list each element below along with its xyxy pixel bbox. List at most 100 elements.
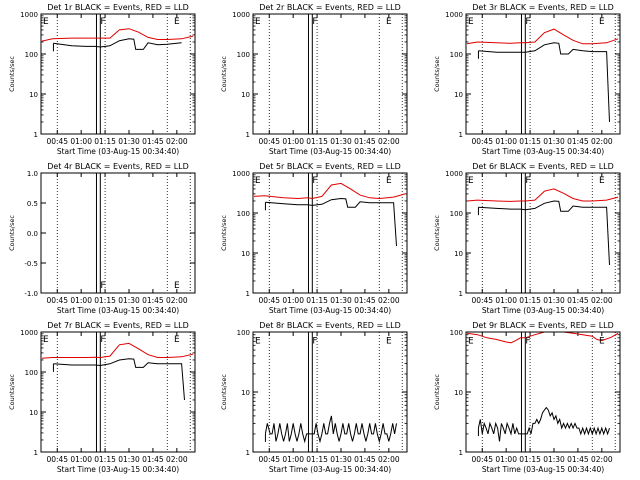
y-tick-label: 100 (25, 369, 38, 377)
y-tick-label: 100 (237, 329, 250, 337)
lld-rate-line (253, 182, 406, 200)
x-tick-label: 00:45 (46, 455, 68, 464)
y-tick-label: 1000 (232, 11, 250, 19)
flag-label: E (386, 336, 392, 346)
flag-label: E (599, 17, 605, 27)
flag-label: F (100, 335, 105, 345)
flag-label: F (525, 336, 530, 346)
x-tick-label: 01:15 (94, 137, 116, 146)
events-rate-line (477, 406, 610, 442)
x-axis-label: Start Time (03-Aug-15 00:34:40) (482, 306, 604, 315)
panel-title: Det 2r BLACK = Events, RED = LLD (259, 3, 401, 12)
x-tick-label: 01:00 (495, 455, 517, 464)
y-tick-label: 1 (459, 290, 463, 298)
x-tick-label: 02:00 (378, 137, 400, 146)
x-tick-label: 01:00 (282, 455, 304, 464)
x-axis-label: Start Time (03-Aug-15 00:34:40) (482, 147, 604, 156)
events-rate-line (478, 200, 610, 266)
x-axis-label: Start Time (03-Aug-15 00:34:40) (57, 147, 179, 156)
flag-label: E (599, 176, 605, 186)
x-tick-label: 01:00 (282, 137, 304, 146)
x-tick-label: 01:30 (118, 455, 140, 464)
x-tick-label: 01:15 (94, 455, 116, 464)
y-tick-label: 10 (29, 91, 38, 99)
detector-panel: Det 9r BLACK = Events, RED = LLD Start Ti… (433, 321, 621, 474)
y-tick-label: 10 (454, 389, 463, 397)
x-tick-label: 01:30 (330, 296, 352, 305)
y-axis-label: Counts/sec (8, 215, 16, 251)
x-tick-label: 02:00 (378, 296, 400, 305)
flag-label: E (599, 336, 605, 346)
x-tick-label: 02:00 (591, 455, 613, 464)
flag-label: E (255, 17, 261, 27)
y-tick-label: 1 (459, 131, 463, 139)
x-tick-label: 01:15 (306, 296, 328, 305)
x-tick-label: 01:15 (519, 137, 541, 146)
flag-label: E (174, 17, 180, 27)
flag-label: E (255, 176, 261, 186)
y-tick-label: 100 (237, 210, 250, 218)
y-axis-label: Counts/sec (8, 374, 16, 410)
flag-label: F (312, 176, 317, 186)
y-tick-label: 1000 (20, 329, 38, 337)
x-tick-label: 02:00 (166, 296, 188, 305)
flag-label: F (312, 336, 317, 346)
y-tick-label: 10 (241, 250, 250, 258)
panel-title: Det 6r BLACK = Events, RED = LLD (472, 162, 614, 171)
plot-frame (40, 13, 196, 135)
x-tick-label: 01:30 (118, 296, 140, 305)
x-tick-label: 00:45 (471, 455, 493, 464)
y-axis-label: Counts/sec (220, 215, 228, 251)
y-tick-label: 1000 (232, 170, 250, 178)
y-tick-label: 0.0 (27, 230, 38, 238)
x-tick-label: 01:45 (567, 455, 589, 464)
panel-title: Det 5r BLACK = Events, RED = LLD (259, 162, 401, 171)
x-tick-label: 01:30 (543, 296, 565, 305)
y-tick-label: 10 (241, 91, 250, 99)
x-tick-label: 01:30 (118, 137, 140, 146)
x-tick-label: 01:00 (282, 296, 304, 305)
y-tick-label: 1 (246, 449, 250, 457)
plot-frame (252, 13, 408, 135)
panel-title: Det 4r BLACK = Events, RED = LLD (47, 162, 189, 171)
events-rate-line (265, 197, 397, 247)
x-tick-label: 01:30 (330, 137, 352, 146)
x-tick-label: 01:00 (495, 296, 517, 305)
y-tick-label: 1000 (20, 11, 38, 19)
x-tick-label: 00:45 (258, 137, 280, 146)
detector-panel: Det 5r BLACK = Events, RED = LLD Start Ti… (220, 162, 408, 315)
flag-label: E (255, 336, 261, 346)
x-tick-label: 01:00 (495, 137, 517, 146)
y-axis-label: Counts/sec (433, 215, 441, 251)
x-tick-label: 02:00 (166, 455, 188, 464)
lld-rate-line (41, 342, 194, 359)
x-tick-label: 01:15 (306, 455, 328, 464)
x-tick-label: 01:30 (543, 137, 565, 146)
y-tick-label: 1 (459, 449, 463, 457)
panel-title: Det 1r BLACK = Events, RED = LLD (47, 3, 189, 12)
y-tick-label: 1000 (445, 170, 463, 178)
flag-label: F (100, 281, 105, 291)
lld-rate-line (466, 331, 619, 344)
x-tick-label: 00:45 (258, 455, 280, 464)
y-axis-label: Counts/sec (220, 374, 228, 410)
panel-title: Det 7r BLACK = Events, RED = LLD (47, 321, 189, 330)
plot-frame (40, 331, 196, 453)
plot-frame (252, 331, 408, 453)
x-tick-label: 01:45 (142, 296, 164, 305)
y-tick-label: 100 (450, 51, 463, 59)
detector-panel: Det 2r BLACK = Events, RED = LLD Start Ti… (220, 3, 408, 156)
x-tick-label: 00:45 (471, 296, 493, 305)
y-tick-label: 1000 (445, 11, 463, 19)
y-tick-label: 100 (237, 51, 250, 59)
x-tick-label: 01:45 (142, 137, 164, 146)
y-tick-label: 100 (450, 210, 463, 218)
events-rate-line (53, 38, 182, 50)
y-tick-label: 1 (246, 131, 250, 139)
x-tick-label: 01:15 (306, 137, 328, 146)
detector-panel: Det 6r BLACK = Events, RED = LLD Start Ti… (433, 162, 621, 315)
x-tick-label: 01:45 (354, 137, 376, 146)
x-tick-label: 00:45 (46, 137, 68, 146)
x-tick-label: 01:30 (330, 455, 352, 464)
